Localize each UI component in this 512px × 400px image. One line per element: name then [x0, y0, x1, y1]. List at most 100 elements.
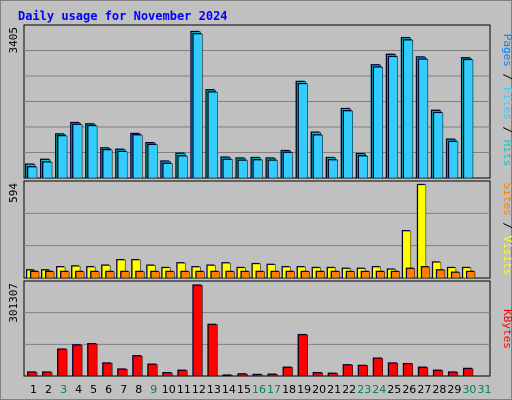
kbytes-bar — [313, 372, 323, 377]
day-label: 21 — [327, 383, 341, 396]
day-label: 22 — [342, 383, 356, 396]
files-bar — [298, 83, 308, 179]
files-bar — [57, 135, 68, 179]
kbytes-bar — [72, 344, 83, 377]
day-label: 26 — [402, 383, 416, 396]
legend-sites: Sites — [501, 183, 512, 216]
kbytes-bar — [208, 324, 218, 377]
kbytes-bar — [268, 374, 278, 377]
chart-title: Daily usage for November 2024 — [18, 9, 228, 23]
files-bar — [87, 125, 98, 179]
sites-bar — [436, 269, 446, 279]
files-bar — [102, 149, 113, 179]
files-bar — [132, 134, 143, 179]
kbytes-bar — [87, 343, 98, 377]
legend-files: Files — [501, 87, 512, 120]
legend-pages: Pages — [501, 34, 512, 67]
day-label: 12 — [192, 383, 206, 396]
kbytes-bar — [148, 364, 158, 377]
files-bar — [163, 163, 173, 179]
files-bar — [328, 159, 338, 179]
files-bar — [448, 141, 459, 179]
sites-bar — [90, 271, 100, 279]
sites-bar — [421, 266, 431, 279]
day-label: 20 — [312, 383, 326, 396]
kbytes-bar — [373, 358, 383, 377]
panel-3-area — [23, 280, 491, 377]
panel-3-scale-label: 301307 — [7, 283, 20, 323]
sites-bar — [361, 271, 370, 279]
panel-1-scale-label: 3405 — [7, 27, 20, 54]
kbytes-bar — [42, 372, 53, 377]
sites-bar — [286, 271, 295, 279]
kbytes-bar — [57, 349, 68, 377]
sites-bar — [256, 271, 265, 279]
day-label: 19 — [297, 383, 311, 396]
kbytes-bar — [253, 374, 263, 377]
files-bar — [283, 152, 293, 179]
files-bar — [27, 166, 38, 179]
day-label: 17 — [267, 383, 281, 396]
kbytes-bar — [27, 372, 38, 377]
sites-bar — [60, 271, 70, 279]
sites-bar — [376, 271, 385, 279]
kbytes-bar — [117, 369, 128, 377]
legend-separator: / — [501, 67, 512, 87]
day-label: 15 — [237, 383, 251, 396]
files-bar — [373, 67, 383, 179]
files-bar — [433, 112, 444, 179]
kbytes-bar — [178, 370, 188, 377]
day-label: 3 — [60, 383, 67, 396]
sites-bar — [406, 268, 416, 279]
files-bar — [117, 151, 128, 179]
day-label: 31 — [477, 383, 491, 396]
day-label: 30 — [462, 383, 476, 396]
kbytes-bar — [132, 355, 143, 377]
day-label: 6 — [105, 383, 112, 396]
files-bar — [253, 159, 263, 179]
kbytes-bar — [238, 373, 248, 377]
day-label: 24 — [372, 383, 386, 396]
kbytes-bar — [448, 372, 459, 377]
kbytes-bar — [433, 370, 444, 377]
files-bar — [403, 39, 414, 179]
legend-separator: / — [501, 216, 512, 236]
panel-2-scale-label: 594 — [7, 183, 20, 203]
panel-2-legend: Sites / Visits — [501, 183, 512, 276]
legend-hits: Hits — [501, 140, 512, 167]
day-label: 1 — [30, 383, 37, 396]
day-label: 11 — [177, 383, 191, 396]
files-bar — [268, 160, 278, 179]
sites-bar — [391, 271, 401, 279]
sites-bar — [301, 271, 310, 279]
files-bar — [388, 56, 399, 179]
files-bar — [463, 59, 474, 179]
sites-bar — [316, 271, 325, 279]
kbytes-bar — [403, 363, 414, 377]
sites-bar — [45, 271, 55, 279]
day-label: 14 — [222, 383, 236, 396]
panel-3-legend: KBytes — [501, 309, 512, 349]
kbytes-bar — [463, 368, 474, 377]
sites-bar — [211, 271, 220, 279]
sites-bar — [451, 272, 461, 279]
day-label: 7 — [120, 383, 127, 396]
panel-1-legend: Pages / Files / Hits — [501, 34, 512, 167]
kbytes-bar — [388, 363, 399, 377]
day-label: 27 — [417, 383, 431, 396]
sites-bar — [226, 271, 235, 279]
sites-bar — [166, 271, 175, 279]
files-bar — [193, 33, 203, 179]
day-label: 13 — [207, 383, 221, 396]
kbytes-bar — [223, 375, 233, 377]
day-label: 23 — [357, 383, 371, 396]
day-label: 16 — [252, 383, 266, 396]
day-label: 4 — [75, 383, 82, 396]
kbytes-bar — [358, 365, 368, 377]
day-label: 8 — [135, 383, 142, 396]
sites-bar — [75, 271, 85, 279]
files-bar — [72, 124, 83, 179]
kbytes-bar — [283, 367, 293, 377]
day-label: 25 — [387, 383, 401, 396]
